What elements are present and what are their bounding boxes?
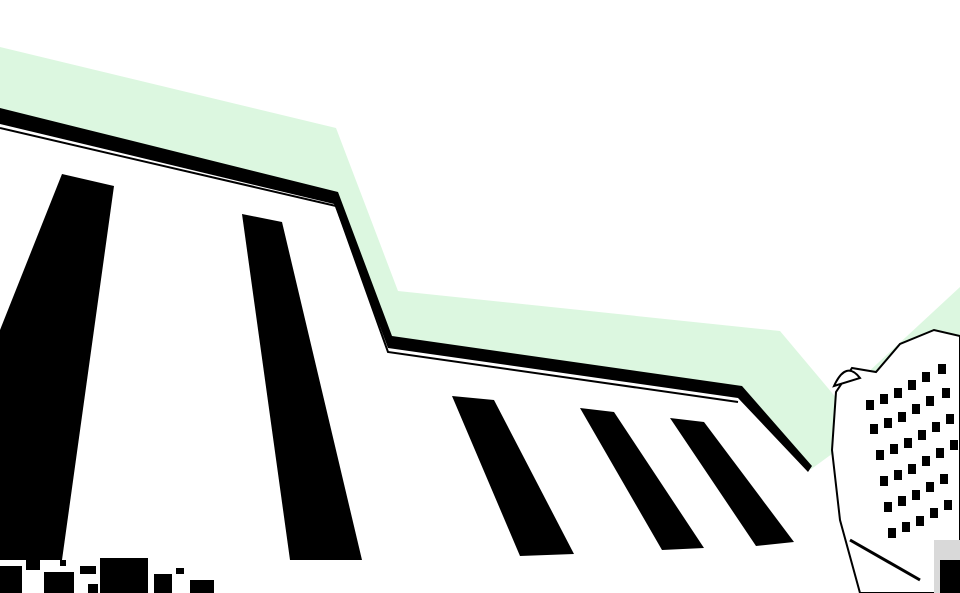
ground-texture (0, 558, 214, 593)
distant-tower (830, 328, 960, 593)
window-slit-1 (0, 174, 114, 560)
roofline-thin-line (0, 127, 739, 403)
window-slit-2 (242, 214, 362, 560)
window-slit-4 (580, 408, 704, 550)
window-slit-5 (670, 418, 794, 546)
sky-band (0, 47, 960, 470)
window-slit-3 (452, 396, 574, 556)
